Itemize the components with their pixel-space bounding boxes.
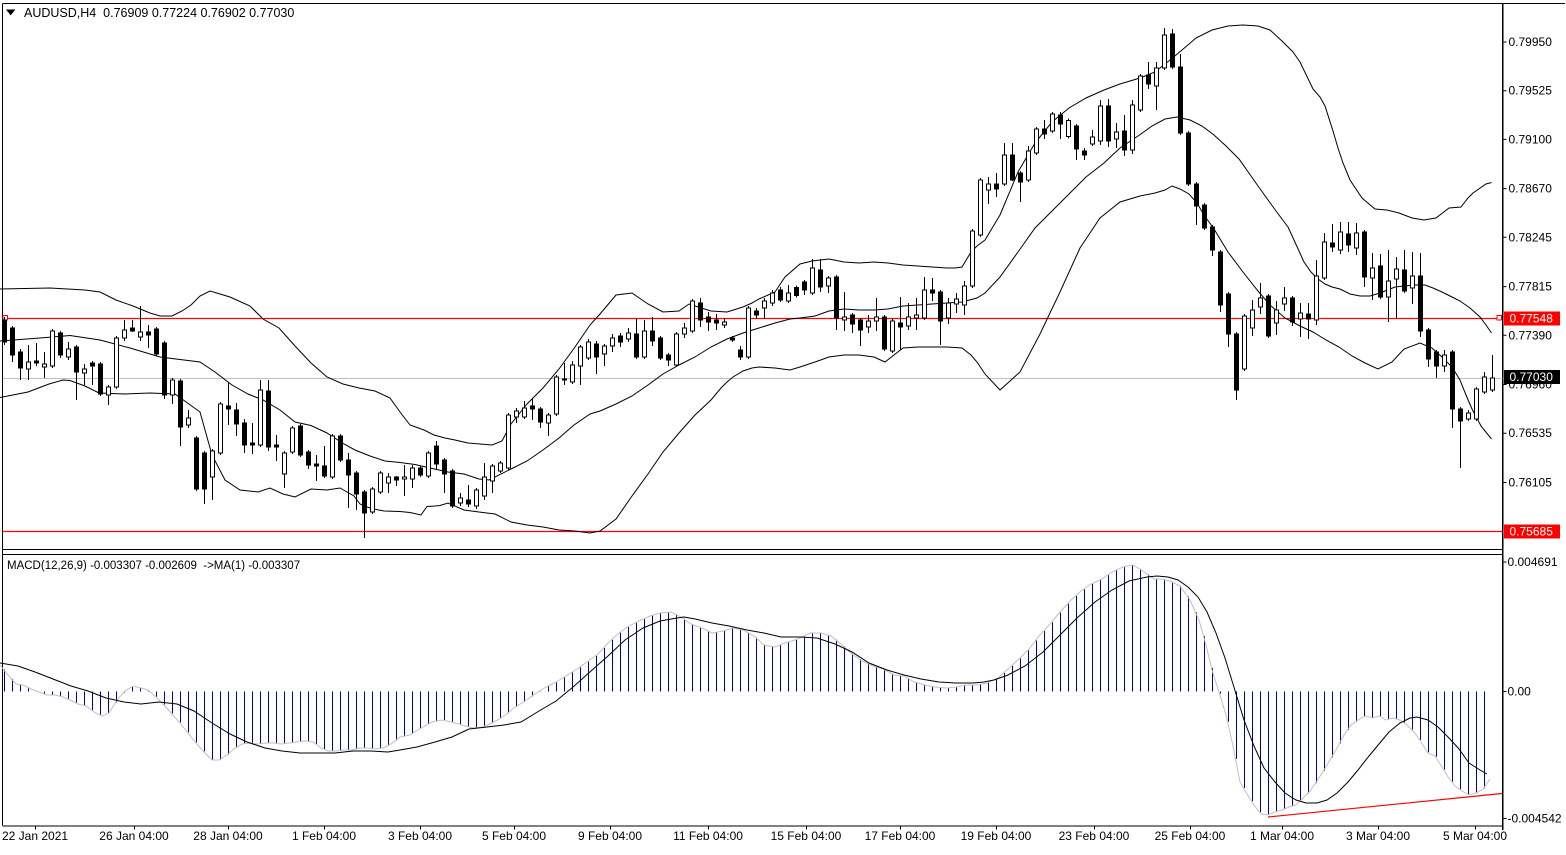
svg-text:0.79100: 0.79100	[1509, 132, 1553, 146]
svg-text:0.77390: 0.77390	[1509, 328, 1553, 342]
svg-text:0.76105: 0.76105	[1509, 476, 1553, 490]
svg-text:MACD(12,26,9) -0.003307 -0.002: MACD(12,26,9) -0.003307 -0.002609 ->MA(1…	[7, 560, 300, 572]
svg-text:5 Mar 04:00: 5 Mar 04:00	[1443, 829, 1507, 843]
svg-text:11 Feb 04:00: 11 Feb 04:00	[673, 829, 743, 843]
svg-text:0.79525: 0.79525	[1509, 84, 1553, 98]
svg-text:0.76535: 0.76535	[1509, 426, 1553, 440]
svg-text:0.78670: 0.78670	[1509, 182, 1553, 196]
svg-text:-0.004542: -0.004542	[1508, 812, 1562, 826]
svg-text:23 Feb 04:00: 23 Feb 04:00	[1059, 829, 1130, 843]
svg-text:19 Feb 04:00: 19 Feb 04:00	[961, 829, 1032, 843]
svg-text:3 Mar 04:00: 3 Mar 04:00	[1346, 829, 1410, 843]
svg-text:0.004691: 0.004691	[1508, 555, 1558, 569]
svg-text:0.75685: 0.75685	[1510, 525, 1554, 539]
svg-text:0.77548: 0.77548	[1510, 312, 1554, 326]
svg-text:28 Jan 04:00: 28 Jan 04:00	[193, 829, 263, 843]
svg-text:15 Feb 04:00: 15 Feb 04:00	[771, 829, 842, 843]
svg-text:1 Feb 04:00: 1 Feb 04:00	[292, 829, 356, 843]
svg-text:26 Jan 04:00: 26 Jan 04:00	[99, 829, 169, 843]
svg-text:9 Feb 04:00: 9 Feb 04:00	[578, 829, 642, 843]
svg-text:AUDUSD,H4 0.76909 0.77224 0.7: AUDUSD,H4 0.76909 0.77224 0.76902 0.7703…	[24, 6, 294, 20]
svg-text:25 Feb 04:00: 25 Feb 04:00	[1155, 829, 1226, 843]
svg-text:0.00: 0.00	[1508, 685, 1532, 699]
svg-text:5 Feb 04:00: 5 Feb 04:00	[482, 829, 546, 843]
svg-text:3 Feb 04:00: 3 Feb 04:00	[388, 829, 452, 843]
svg-text:0.77815: 0.77815	[1509, 280, 1553, 294]
svg-text:0.78245: 0.78245	[1509, 230, 1553, 244]
svg-text:17 Feb 04:00: 17 Feb 04:00	[865, 829, 936, 843]
svg-text:0.79950: 0.79950	[1509, 35, 1553, 49]
svg-text:0.77030: 0.77030	[1510, 370, 1554, 384]
svg-text:1 Mar 04:00: 1 Mar 04:00	[1250, 829, 1314, 843]
svg-text:22 Jan 2021: 22 Jan 2021	[2, 829, 68, 843]
